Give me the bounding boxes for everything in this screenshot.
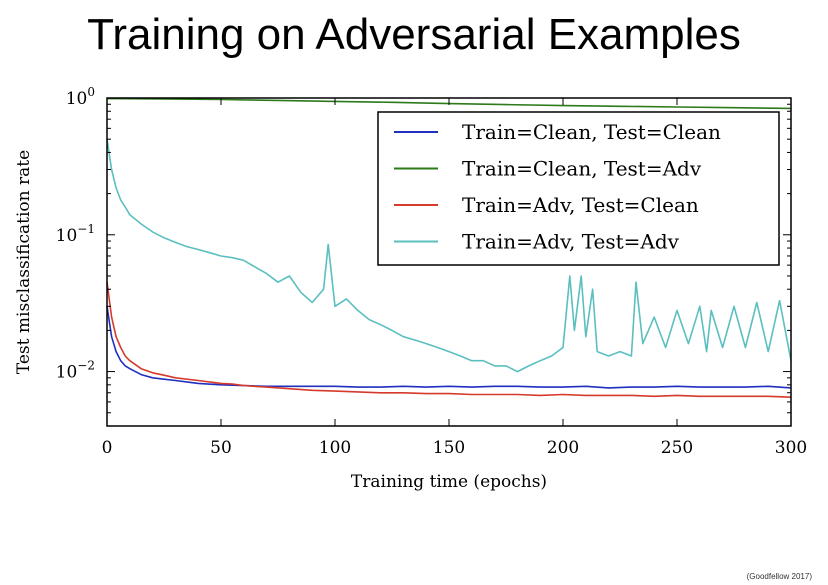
x-axis-title: Training time (epochs) [351, 472, 547, 492]
y-tick-label: 10−1 [56, 222, 95, 246]
x-tick-label: 300 [775, 438, 807, 458]
series-line-4 [106, 139, 792, 373]
series-line-1 [106, 306, 792, 389]
x-axis: 0 50 100 150 200 250 300 [102, 98, 807, 458]
x-tick-label: 250 [661, 438, 693, 458]
y-axis-title: Test misclassification rate [14, 150, 34, 374]
slide-title: Training on Adversarial Examples [87, 10, 741, 59]
x-tick-label: 0 [102, 438, 113, 458]
x-tick-label: 150 [433, 438, 465, 458]
series-line-3 [106, 282, 792, 398]
legend: Train=Clean, Test=Clean Train=Clean, Test… [377, 111, 780, 266]
legend-box [377, 111, 780, 266]
legend-label-1: Train=Clean, Test=Clean [462, 120, 721, 144]
y-tick-label: 100 [66, 85, 95, 109]
legend-label-2: Train=Clean, Test=Adv [462, 157, 702, 181]
x-tick-label: 200 [547, 438, 579, 458]
x-tick-label: 100 [319, 438, 351, 458]
legend-label-3: Train=Adv, Test=Clean [462, 193, 699, 217]
source-credit: (Goodfellow 2017) [746, 572, 812, 581]
legend-label-4: Train=Adv, Test=Adv [462, 230, 680, 254]
y-axis: 10−2 10−1 100 [56, 85, 791, 427]
y-tick-label: 10−2 [56, 359, 95, 383]
x-tick-label: 50 [210, 438, 232, 458]
